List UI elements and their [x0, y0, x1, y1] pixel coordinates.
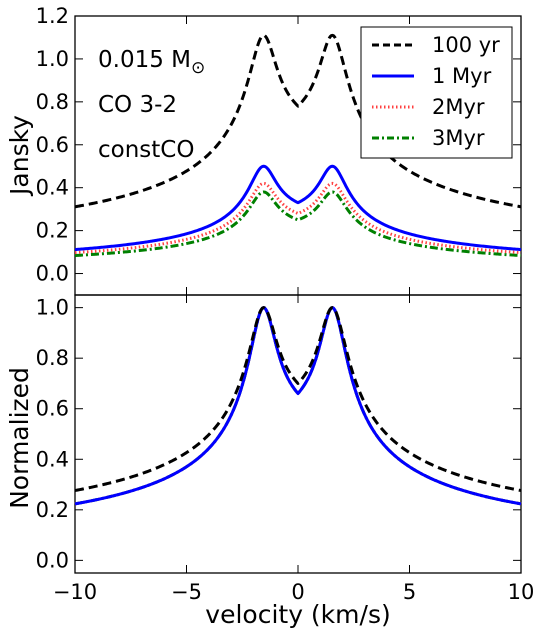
top-annotations: 0.015 M⊙ CO 3-2 constCO [98, 47, 205, 163]
y-tick-label: 0.6 [36, 397, 69, 421]
x-tick-label: 0 [291, 580, 304, 604]
legend: 100 yr 1 Myr 2Myr 3Myr [360, 26, 513, 159]
x-axis-title: velocity (km/s) [205, 600, 390, 629]
y-tick-label: 0.0 [36, 262, 69, 286]
y-tick-label: 1.0 [36, 296, 69, 320]
legend-box [360, 26, 513, 159]
y-tick-label: 0.4 [36, 176, 69, 200]
y-tick-label: 1.2 [36, 4, 69, 28]
x-tick-label: −5 [171, 580, 202, 604]
bottom-y-axis-title: Normalized [5, 367, 34, 509]
series-line-1myr [74, 306, 522, 506]
top-series [74, 33, 522, 258]
series-line-1myr [74, 164, 522, 252]
y-tick-label: 0.4 [36, 447, 69, 471]
series-line-2myr [74, 181, 522, 255]
x-tick-label: 5 [403, 580, 416, 604]
legend-entry-3myr: 3Myr [372, 126, 485, 150]
legend-label: 100 yr [432, 33, 500, 57]
bottom-panel: 0.0 0.2 0.4 0.6 0.8 1.0 −10 −5 0 5 10 Normalized v… [5, 294, 535, 629]
annotation-line: CO 3-2 [98, 92, 177, 118]
legend-label: 2Myr [432, 95, 485, 119]
legend-entry-100yr: 100 yr [372, 33, 500, 57]
y-tick-label: 0.2 [36, 219, 69, 243]
annotation-mass: 0.015 M⊙ [98, 47, 205, 78]
legend-entry-2myr: 2Myr [372, 95, 485, 119]
top-panel: 0.0 0.2 0.4 0.6 0.8 1.0 1.2 Jansky 0.015 M⊙ CO… [5, 4, 522, 296]
legend-label: 3Myr [432, 126, 485, 150]
bottom-ticks: 0.0 0.2 0.4 0.6 0.8 1.0 −10 −5 0 5 10 [36, 295, 535, 604]
x-tick-label: −10 [53, 580, 97, 604]
x-tick-label: 10 [508, 580, 535, 604]
y-tick-label: 0.8 [36, 346, 69, 370]
legend-entry-1myr: 1 Myr [372, 64, 492, 88]
top-ticks: 0.0 0.2 0.4 0.6 0.8 1.0 1.2 [36, 4, 522, 295]
series-line-100yr [74, 33, 522, 209]
series-line-100yr [74, 306, 522, 493]
bottom-series [74, 306, 522, 506]
y-tick-label: 0.8 [36, 90, 69, 114]
legend-label: 1 Myr [432, 64, 492, 88]
y-tick-label: 1.0 [36, 47, 69, 71]
annotation-model: constCO [98, 137, 194, 163]
y-tick-label: 0.6 [36, 133, 69, 157]
series-line-3myr [74, 190, 522, 258]
bottom-plot-frame [74, 294, 522, 574]
y-tick-label: 0.0 [36, 548, 69, 572]
y-tick-label: 0.2 [36, 498, 69, 522]
top-y-axis-title: Jansky [5, 115, 34, 197]
